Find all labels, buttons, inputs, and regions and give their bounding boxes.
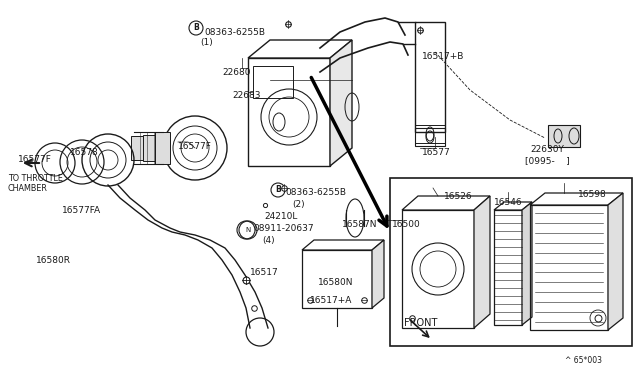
Text: N: N bbox=[245, 227, 251, 233]
Text: (4): (4) bbox=[262, 236, 275, 245]
Polygon shape bbox=[248, 40, 352, 58]
Text: 22630Y: 22630Y bbox=[530, 145, 564, 154]
Polygon shape bbox=[330, 40, 352, 166]
Bar bbox=[548, 125, 580, 147]
Text: 16526: 16526 bbox=[444, 192, 472, 201]
Bar bbox=[402, 210, 474, 328]
Text: [0995-    ]: [0995- ] bbox=[525, 156, 570, 165]
Text: 16517+B: 16517+B bbox=[422, 52, 465, 61]
Text: 16587N: 16587N bbox=[342, 220, 378, 229]
Text: 16577: 16577 bbox=[422, 148, 451, 157]
Text: 24210L: 24210L bbox=[264, 212, 298, 221]
Polygon shape bbox=[302, 240, 384, 250]
Text: 16577F: 16577F bbox=[178, 142, 212, 151]
Bar bbox=[248, 58, 330, 166]
Bar bbox=[143, 135, 155, 161]
Text: 16578: 16578 bbox=[70, 148, 99, 157]
Polygon shape bbox=[608, 193, 623, 330]
Polygon shape bbox=[530, 193, 623, 205]
Text: 16580N: 16580N bbox=[318, 278, 353, 287]
Polygon shape bbox=[474, 196, 490, 328]
Text: B: B bbox=[275, 186, 281, 195]
Text: 22680: 22680 bbox=[222, 68, 250, 77]
Text: FRONT: FRONT bbox=[404, 318, 437, 328]
Text: 16517: 16517 bbox=[250, 268, 279, 277]
Text: 16500: 16500 bbox=[392, 220, 420, 229]
Text: CHAMBER: CHAMBER bbox=[8, 184, 48, 193]
Bar bbox=[530, 205, 608, 330]
Text: 16577F: 16577F bbox=[18, 155, 52, 164]
Text: 08363-6255B: 08363-6255B bbox=[285, 188, 346, 197]
Bar bbox=[253, 66, 293, 98]
Polygon shape bbox=[402, 196, 490, 210]
Text: B: B bbox=[193, 23, 199, 32]
Text: 08363-6255B: 08363-6255B bbox=[204, 28, 265, 37]
Bar bbox=[155, 132, 170, 164]
Bar bbox=[302, 250, 372, 308]
Text: 22683: 22683 bbox=[232, 91, 260, 100]
Polygon shape bbox=[494, 202, 532, 210]
Text: 16577FA: 16577FA bbox=[62, 206, 101, 215]
Text: (2): (2) bbox=[292, 200, 305, 209]
Text: ^ 65*003: ^ 65*003 bbox=[565, 356, 602, 365]
Bar bbox=[415, 125, 445, 143]
Text: (1): (1) bbox=[200, 38, 212, 47]
Bar bbox=[415, 128, 445, 146]
Text: 08911-20637: 08911-20637 bbox=[253, 224, 314, 233]
Bar bbox=[390, 178, 632, 346]
Bar bbox=[494, 210, 522, 325]
Polygon shape bbox=[372, 240, 384, 308]
Text: 16598: 16598 bbox=[578, 190, 607, 199]
Text: 16546: 16546 bbox=[493, 198, 522, 207]
Text: 16580R: 16580R bbox=[36, 256, 71, 265]
Polygon shape bbox=[522, 202, 532, 325]
Bar bbox=[131, 136, 143, 160]
Bar bbox=[415, 22, 445, 132]
Text: 16517+A: 16517+A bbox=[310, 296, 353, 305]
Text: TO THROTTLE: TO THROTTLE bbox=[8, 174, 63, 183]
